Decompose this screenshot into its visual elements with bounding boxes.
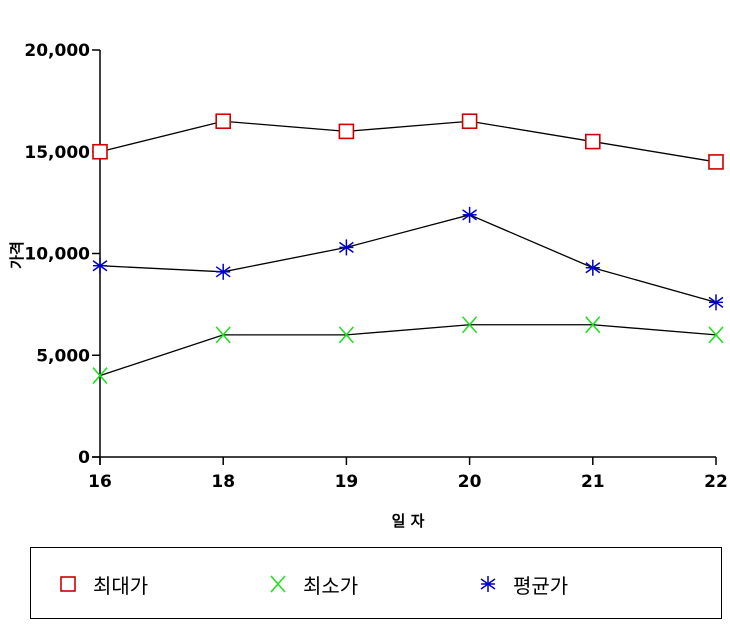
y-tick-label: 20,000 <box>24 41 90 61</box>
data-point-s1-3 <box>461 316 478 334</box>
legend-label-avg: 평균가 <box>513 573 569 598</box>
y-axis-title: 가격 <box>8 241 26 269</box>
x-tick-label: 22 <box>704 472 728 492</box>
data-point-s2-1 <box>215 263 231 280</box>
legend-label-max: 최대가 <box>93 573 149 598</box>
data-point-s0-3 <box>461 113 478 130</box>
data-point-s2-4 <box>585 259 601 276</box>
data-point-s1-0 <box>92 367 108 385</box>
series-lines <box>99 120 717 377</box>
x-tick-label: 19 <box>335 472 359 492</box>
legend-marker-2 <box>480 576 496 592</box>
y-tick-label: 15,000 <box>24 143 90 163</box>
x-tick-label: 16 <box>88 472 112 492</box>
legend-item-min: 최소가 <box>267 548 358 620</box>
series-markers <box>92 113 724 385</box>
data-point-s1-1 <box>215 326 231 344</box>
legend-marker-0 <box>60 576 76 592</box>
square-marker-icon <box>57 573 93 595</box>
y-tick-label: 5,000 <box>36 346 90 366</box>
data-point-s2-2 <box>338 239 354 256</box>
data-point-s1-2 <box>338 326 355 344</box>
data-point-s0-4 <box>584 133 601 150</box>
data-point-s1-4 <box>585 316 601 334</box>
x-axis-title: 일 자 <box>392 512 425 530</box>
data-point-s0-2 <box>338 123 355 140</box>
series-line-1 <box>99 324 717 377</box>
legend-label-min: 최소가 <box>303 573 359 598</box>
y-tick-label: 10,000 <box>24 245 90 265</box>
asterisk-marker-icon <box>477 573 513 595</box>
legend-marker-1 <box>270 575 286 593</box>
data-point-s0-1 <box>215 113 231 130</box>
data-point-s0-0 <box>92 143 108 160</box>
legend: 최대가 최소가 평균가 <box>30 547 722 619</box>
data-point-s0-5 <box>708 154 724 170</box>
x-marker-icon <box>267 573 303 595</box>
x-tick-label: 21 <box>581 472 605 492</box>
data-point-s2-0 <box>92 257 108 274</box>
data-point-s2-5 <box>708 294 724 311</box>
legend-item-max: 최대가 <box>57 548 148 620</box>
y-tick-label: 0 <box>78 448 90 468</box>
series-line-2 <box>99 214 717 303</box>
x-tick-label: 20 <box>458 472 482 492</box>
data-point-s1-5 <box>708 326 724 344</box>
axes: 0 5,000 10,000 15,000 20,000 16 18 19 20 21 22 <box>24 41 727 492</box>
series-line-0 <box>99 120 717 163</box>
data-point-s2-3 <box>462 206 478 223</box>
line-chart: 0 5,000 10,000 15,000 20,000 16 18 19 20 21 22 일 자… <box>8 41 728 530</box>
x-tick-label: 18 <box>211 472 235 492</box>
legend-item-avg: 평균가 <box>477 548 568 620</box>
